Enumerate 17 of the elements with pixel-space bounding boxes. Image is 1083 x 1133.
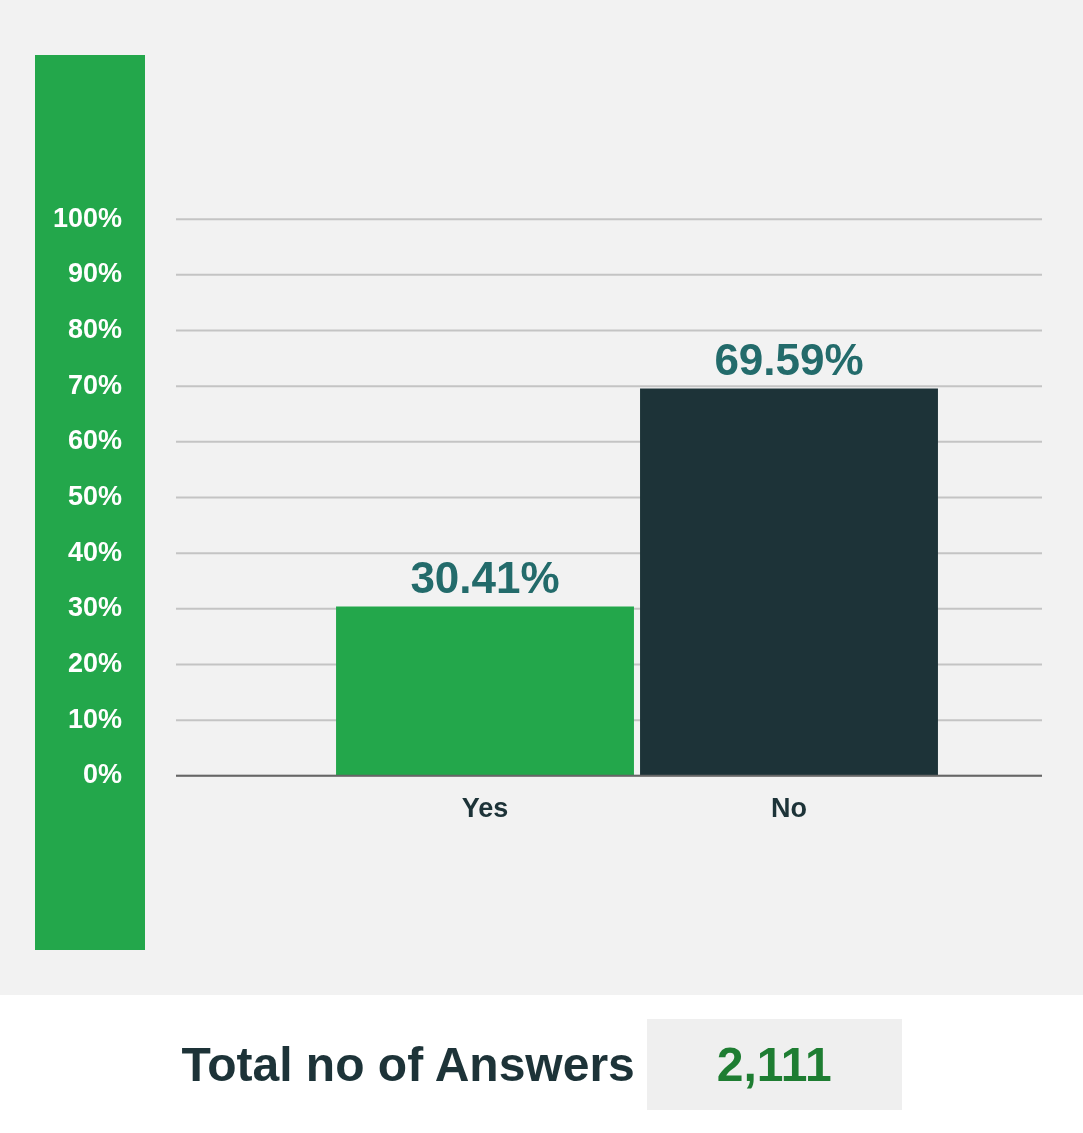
- y-tick-label: 40%: [67, 536, 122, 567]
- y-tick-label: 0%: [82, 759, 122, 790]
- y-tick-label: 100%: [52, 202, 122, 233]
- x-tick-label: No: [771, 793, 807, 824]
- y-tick-label: 20%: [67, 647, 122, 678]
- x-tick-label: Yes: [461, 793, 509, 824]
- data-label: 69.59%: [714, 334, 864, 384]
- y-tick-label: 60%: [67, 425, 122, 456]
- y-tick-label: 70%: [67, 369, 122, 400]
- text: Total no of Answers: [181, 1036, 635, 1092]
- text: 2,111: [646, 1018, 902, 1110]
- y-tick-label: 80%: [67, 313, 122, 344]
- y-tick-label: 50%: [67, 480, 122, 511]
- y-tick-label: 30%: [67, 592, 122, 623]
- data-label: 30.41%: [410, 552, 560, 602]
- y-tick-label: 90%: [67, 258, 122, 289]
- y-tick-label: 10%: [67, 703, 122, 734]
